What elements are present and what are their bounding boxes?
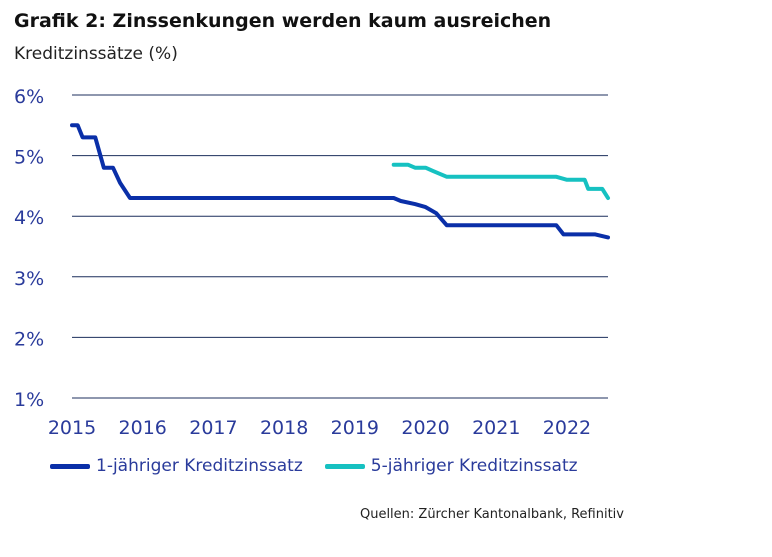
x-tick-label: 2017 — [189, 417, 237, 439]
series-line-5-year — [391, 162, 610, 200]
legend-swatch-1-year — [50, 463, 90, 469]
legend-label-1-year: 1-jähriger Kreditzinssatz — [96, 456, 303, 476]
legend-item-5-year: 5-jähriger Kreditzinssatz — [324, 456, 578, 476]
x-tick-label: 2018 — [260, 417, 308, 439]
y-tick-label: 4% — [14, 207, 44, 229]
x-tick-label: 2021 — [472, 417, 520, 439]
series-lines — [70, 123, 610, 240]
y-tick-label: 2% — [14, 328, 44, 350]
gridlines — [72, 94, 608, 399]
legend-label-5-year: 5-jähriger Kreditzinssatz — [370, 456, 578, 476]
y-tick-label: 1% — [14, 389, 44, 411]
series-line-1-year — [70, 123, 610, 240]
legend-item-1-year: 1-jähriger Kreditzinssatz — [50, 456, 303, 476]
x-tick-label: 2022 — [543, 417, 591, 439]
chart-title: Grafik 2: Zinssenkungen werden kaum ausr… — [14, 10, 552, 32]
legend-swatch-5-year — [324, 463, 365, 469]
x-tick-label: 2019 — [331, 417, 379, 439]
x-tick-label: 2015 — [48, 417, 96, 439]
x-tick-label: 2016 — [119, 417, 167, 439]
y-tick-label: 5% — [14, 147, 44, 169]
legend: 1-jähriger Kreditzinssatz 5-jähriger Kre… — [50, 456, 600, 476]
y-tick-label: 3% — [14, 268, 44, 290]
y-tick-label: 6% — [14, 86, 44, 108]
axis-labels: 1% 2% 3% 4% 5% 6% 2015 2016 2017 2018 2019 2020 2021… — [14, 86, 591, 439]
source-note: Quellen: Zürcher Kantonalbank, Refinitiv — [359, 507, 624, 522]
x-tick-label: 2020 — [401, 417, 449, 439]
chart-subtitle: Kreditzinssätze (%) — [14, 44, 178, 64]
